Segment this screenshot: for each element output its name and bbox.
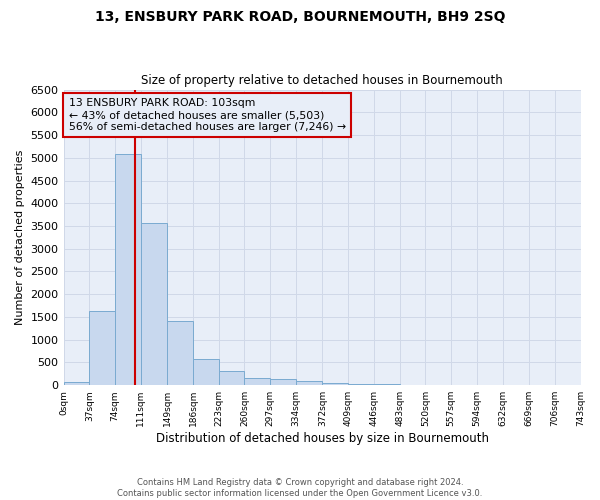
Text: 13 ENSBURY PARK ROAD: 103sqm
← 43% of detached houses are smaller (5,503)
56% of: 13 ENSBURY PARK ROAD: 103sqm ← 43% of de… bbox=[69, 98, 346, 132]
Title: Size of property relative to detached houses in Bournemouth: Size of property relative to detached ho… bbox=[141, 74, 503, 87]
Bar bbox=[296, 381, 322, 385]
Bar bbox=[89, 312, 115, 385]
Bar bbox=[141, 223, 167, 385]
X-axis label: Distribution of detached houses by size in Bournemouth: Distribution of detached houses by size … bbox=[155, 432, 488, 445]
Bar bbox=[374, 384, 400, 385]
Bar bbox=[64, 382, 89, 385]
Bar bbox=[348, 384, 374, 385]
Bar bbox=[218, 372, 244, 385]
Bar bbox=[322, 382, 348, 385]
Text: Contains HM Land Registry data © Crown copyright and database right 2024.
Contai: Contains HM Land Registry data © Crown c… bbox=[118, 478, 482, 498]
Bar bbox=[244, 378, 270, 385]
Bar bbox=[115, 154, 141, 385]
Bar bbox=[193, 359, 218, 385]
Y-axis label: Number of detached properties: Number of detached properties bbox=[15, 150, 25, 325]
Bar bbox=[167, 321, 193, 385]
Bar bbox=[270, 379, 296, 385]
Text: 13, ENSBURY PARK ROAD, BOURNEMOUTH, BH9 2SQ: 13, ENSBURY PARK ROAD, BOURNEMOUTH, BH9 … bbox=[95, 10, 505, 24]
